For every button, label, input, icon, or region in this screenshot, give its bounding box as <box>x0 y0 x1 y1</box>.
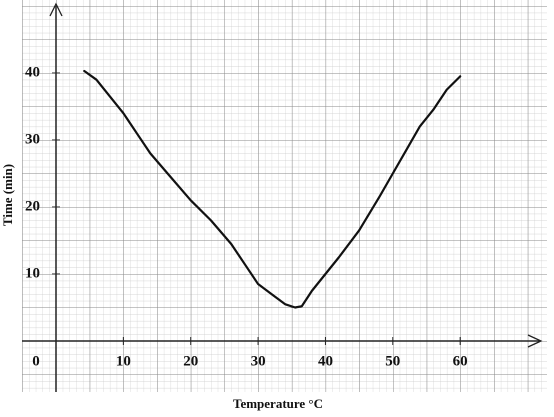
y-tick-label: 10 <box>25 265 40 281</box>
x-tick-label: 20 <box>183 353 198 369</box>
x-tick-label: 0 <box>32 353 40 369</box>
x-axis-arrow <box>527 334 543 348</box>
y-tick-label: 40 <box>25 64 40 80</box>
x-tick-label: 60 <box>453 353 468 369</box>
x-tick-label: 30 <box>251 353 266 369</box>
x-tick-label: 10 <box>116 353 131 369</box>
y-tick-label: 20 <box>25 198 40 214</box>
y-tick-label: 30 <box>25 131 40 147</box>
graph-paper-major <box>22 0 547 392</box>
x-tick-label: 40 <box>318 353 333 369</box>
y-axis-title: Time (min) <box>0 164 15 226</box>
y-axis-arrow <box>49 2 63 17</box>
x-axis-title: Temperature °C <box>233 396 323 411</box>
x-tick-label: 50 <box>385 353 400 369</box>
data-line <box>83 69 462 309</box>
